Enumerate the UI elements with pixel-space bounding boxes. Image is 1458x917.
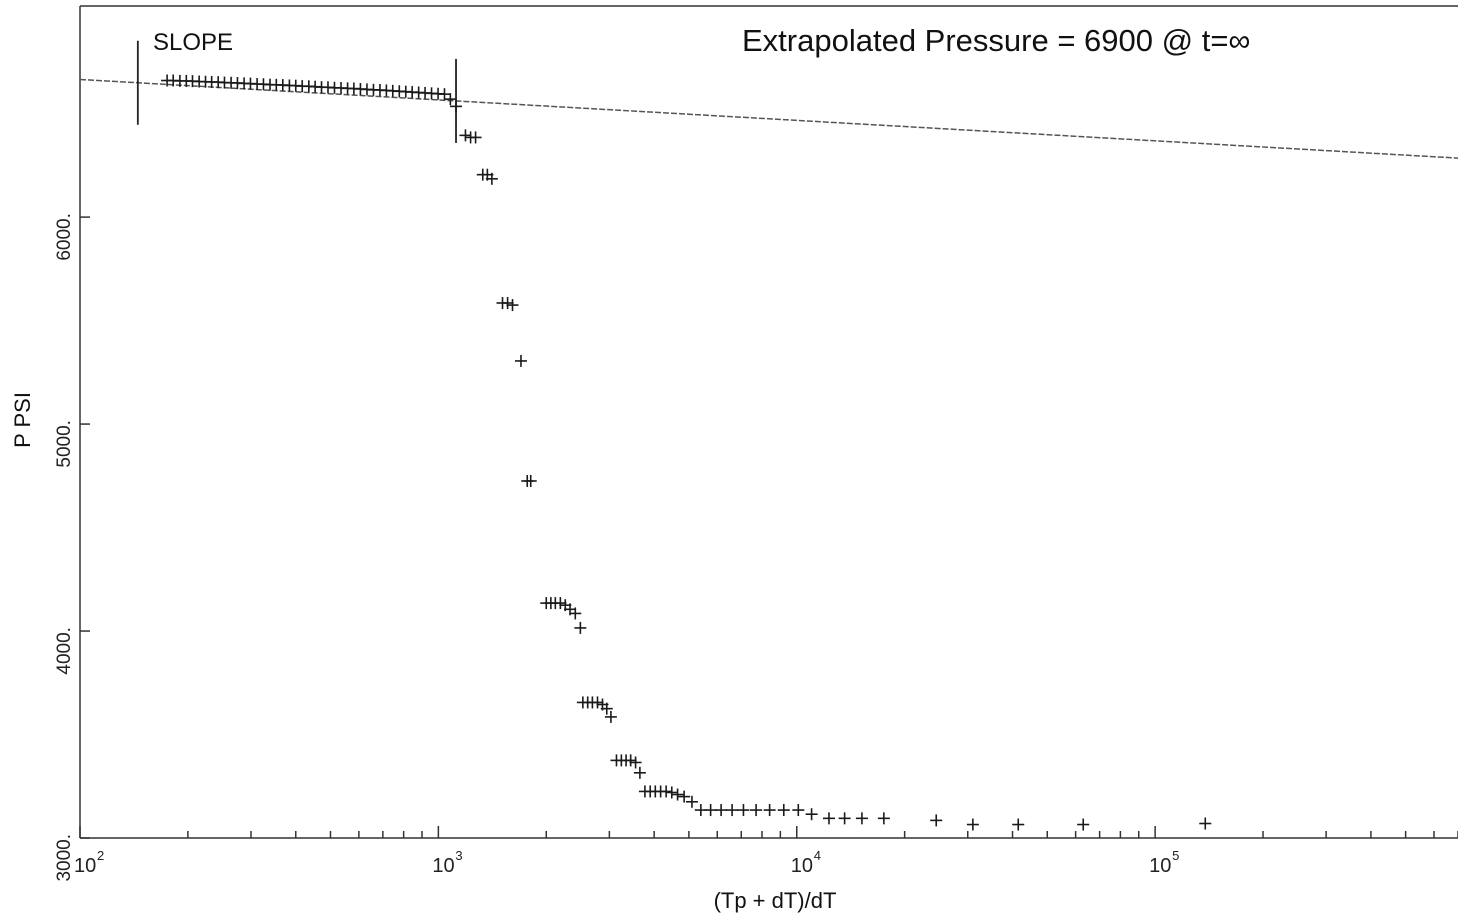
data-point xyxy=(777,804,790,817)
x-axis: 10 2 10 3 10 4 10 5 xyxy=(74,826,1458,877)
slope-label: SLOPE xyxy=(153,29,233,56)
data-point xyxy=(715,804,728,817)
x-tick-label: 10 xyxy=(791,855,813,877)
data-point xyxy=(633,766,646,779)
data-point xyxy=(704,804,717,817)
data-point xyxy=(444,93,457,106)
x-axis-label: (Tp + dT)/dT xyxy=(714,888,837,913)
data-point xyxy=(930,814,943,827)
x-tick-exponent: 5 xyxy=(1172,848,1179,863)
data-point xyxy=(805,808,818,821)
data-point xyxy=(1012,818,1025,831)
data-point xyxy=(438,88,451,101)
data-point xyxy=(685,795,698,808)
data-point xyxy=(660,785,673,798)
data-point xyxy=(1077,818,1090,831)
data-point xyxy=(600,702,613,715)
y-tick-label: 3000. xyxy=(54,834,75,882)
data-point xyxy=(671,788,684,801)
data-point xyxy=(822,812,835,825)
data-point xyxy=(763,804,776,817)
x-tick-label: 10 xyxy=(432,855,454,877)
data-point xyxy=(665,786,678,799)
data-point xyxy=(514,354,527,367)
data-point xyxy=(1199,817,1212,830)
regression-line xyxy=(79,78,1458,159)
data-point xyxy=(678,790,691,803)
plot-frame xyxy=(79,5,1458,839)
data-point xyxy=(792,804,805,817)
x-tick-exponent: 4 xyxy=(814,848,821,863)
data-point xyxy=(574,621,587,634)
data-point xyxy=(629,756,642,769)
data-point xyxy=(855,812,868,825)
y-axis-label: P PSI xyxy=(10,392,35,448)
data-point xyxy=(966,818,979,831)
data-points xyxy=(161,74,1212,831)
data-point xyxy=(506,299,519,312)
data-point xyxy=(459,129,472,142)
data-point xyxy=(569,607,582,620)
x-tick-label: 10 xyxy=(1149,855,1171,877)
data-point xyxy=(624,754,637,767)
y-axis: 3000. 4000. 5000. 6000. xyxy=(54,213,90,882)
data-point xyxy=(750,804,763,817)
y-tick-label: 6000. xyxy=(54,213,75,261)
data-point xyxy=(554,597,567,610)
x-tick-exponent: 3 xyxy=(455,848,462,863)
data-point xyxy=(604,710,617,723)
data-point xyxy=(591,696,604,709)
data-point xyxy=(485,172,498,185)
y-tick-label: 5000. xyxy=(54,420,75,468)
x-tick-label: 10 xyxy=(74,855,96,877)
data-point xyxy=(877,812,890,825)
y-tick-label: 4000. xyxy=(54,627,75,675)
data-point xyxy=(524,474,537,487)
regression-line-group xyxy=(79,78,1458,159)
data-point xyxy=(501,296,514,309)
data-point xyxy=(450,100,463,113)
extrapolated-pressure-annotation: Extrapolated Pressure = 6900 @ t=∞ xyxy=(742,23,1251,58)
data-point xyxy=(737,804,750,817)
x-tick-exponent: 2 xyxy=(97,848,104,863)
data-point xyxy=(726,804,739,817)
data-point xyxy=(838,812,851,825)
data-point xyxy=(469,131,482,144)
